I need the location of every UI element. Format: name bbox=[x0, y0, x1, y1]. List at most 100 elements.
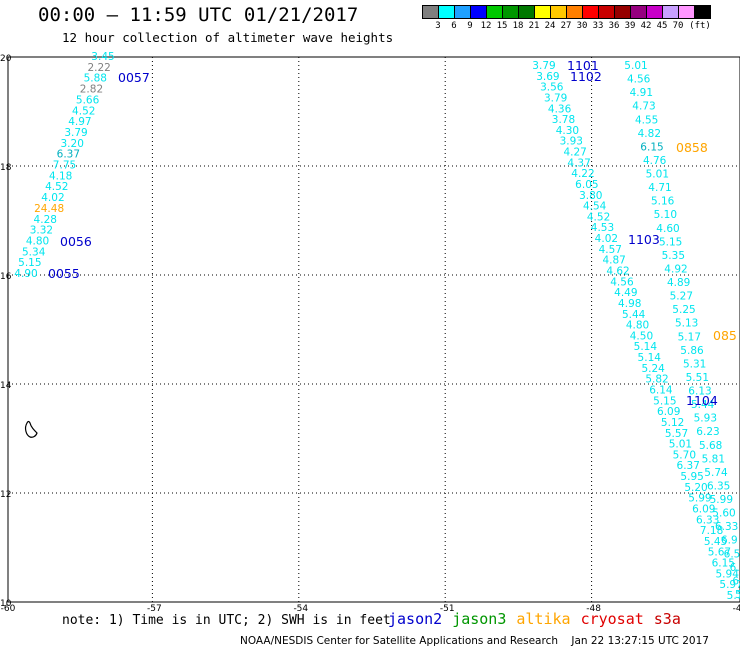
pass-id-label: 1103 bbox=[628, 232, 660, 247]
wave-height-label: 4.27 bbox=[563, 147, 586, 159]
wave-height-label: 2.22 bbox=[87, 62, 110, 74]
wave-height-label: 6.33 bbox=[715, 521, 738, 533]
legend-label: 36 bbox=[608, 21, 620, 31]
color-legend: 3 6 9 12 15 18 21 24 27 30 33 36 39 42 45 70 (ft) bbox=[422, 5, 711, 33]
satellite-key: jason2 jason3 altika cryosat s3a bbox=[388, 610, 691, 628]
wave-height-label: 6.15 bbox=[712, 558, 735, 570]
lat-tick-label: 20 bbox=[0, 54, 12, 64]
legend-label: 12 bbox=[480, 21, 492, 31]
wave-height-label: 4.56 bbox=[610, 276, 634, 288]
wave-height-label: 5.68 bbox=[699, 440, 722, 452]
wave-height-label: 3.93 bbox=[560, 136, 583, 148]
wave-height-label: 4.80 bbox=[26, 235, 49, 247]
wave-height-label: 4.28 bbox=[34, 214, 57, 226]
wave-height-label: 5.57 bbox=[665, 428, 688, 440]
pass-id-label: 1102 bbox=[570, 69, 602, 84]
wave-height-label: 4.76 bbox=[643, 155, 667, 167]
wave-height-label: 6. bbox=[732, 575, 740, 587]
wave-height-label: 5.15 bbox=[18, 257, 41, 269]
wave-height-label: 5.70 bbox=[673, 449, 696, 461]
wave-height-label: 5.81 bbox=[702, 453, 725, 465]
wave-height-label: 4.37 bbox=[567, 157, 590, 169]
wave-height-label: 7.75 bbox=[53, 160, 76, 172]
lat-tick-label: 16 bbox=[0, 272, 12, 282]
wave-height-label: 4.71 bbox=[648, 182, 671, 194]
legend-label: 39 bbox=[624, 21, 636, 31]
wave-height-label: 5.25 bbox=[672, 304, 695, 316]
wave-height-label: 5.01 bbox=[669, 439, 692, 451]
lat-tick-label: 10 bbox=[0, 599, 12, 609]
wave-height-label: 4.49 bbox=[614, 287, 637, 299]
map-frame bbox=[7, 56, 740, 603]
footer-credit: NOAA/NESDIS Center for Satellite Applica… bbox=[240, 635, 709, 647]
wave-height-label: 5.44 bbox=[622, 309, 646, 321]
pass-id-label: 1101 bbox=[567, 58, 599, 73]
wave-height-label: 6.9 bbox=[721, 535, 738, 547]
wave-height-label: 5.95 bbox=[680, 471, 703, 483]
wave-height-label: 4.91 bbox=[630, 87, 653, 99]
wave-height-label: 5.93 bbox=[694, 413, 717, 425]
lon-tick-label: -48 bbox=[586, 604, 601, 614]
note-text: note: 1) Time is in UTC; 2) SWH is in fe… bbox=[62, 613, 391, 628]
wave-height-label: 5.51 bbox=[686, 372, 709, 384]
wave-height-label: 3.69 bbox=[536, 71, 559, 83]
map-subtitle: 12 hour collection of altimeter wave hei… bbox=[62, 30, 394, 45]
wave-height-label: 5.99 bbox=[688, 493, 711, 505]
wave-height-label: 5.10 bbox=[654, 209, 677, 221]
pass-id-label: 0056 bbox=[60, 234, 92, 249]
wave-height-label: 5.99 bbox=[710, 494, 733, 506]
lat-tick-label: 12 bbox=[0, 490, 11, 500]
wave-height-label: 5.17 bbox=[678, 331, 701, 343]
lon-tick-label: -45 bbox=[733, 604, 740, 614]
wave-height-label: 6.15 bbox=[640, 141, 663, 153]
satellite-jason2: jason2 bbox=[388, 610, 443, 628]
legend-label: 15 bbox=[496, 21, 508, 31]
lon-tick-label: -57 bbox=[147, 604, 162, 614]
map-title: 00:00 – 11:59 UTC 01/21/2017 bbox=[38, 4, 359, 26]
wave-height-label: 5.12 bbox=[661, 417, 684, 429]
wave-height-label: 3.78 bbox=[552, 114, 575, 126]
legend-label: 70 bbox=[672, 21, 684, 31]
wave-height-label: 4.98 bbox=[618, 298, 641, 310]
wave-height-label: 3.80 bbox=[579, 190, 602, 202]
wave-height-label: 4.52 bbox=[587, 211, 610, 223]
pass-id-label: 0858 bbox=[676, 140, 708, 155]
satellite-s3a: s3a bbox=[653, 610, 681, 628]
wave-height-label: 3.79 bbox=[532, 60, 555, 72]
wave-height-label: 5.16 bbox=[651, 196, 675, 208]
lon-tick-label: -60 bbox=[1, 604, 16, 614]
lat-tick-label: 14 bbox=[0, 381, 12, 391]
wave-height-label: 4.50 bbox=[630, 330, 653, 342]
wave-height-label: 6.5 bbox=[724, 548, 740, 560]
wave-height-label: 4.82 bbox=[638, 128, 661, 140]
wave-height-label: 5.24 bbox=[641, 363, 665, 375]
wave-height-label: 4.54 bbox=[583, 201, 607, 213]
island-outline bbox=[24, 420, 38, 438]
wave-height-label: 5.82 bbox=[645, 374, 668, 386]
wave-height-label: 3.20 bbox=[61, 138, 84, 150]
wave-height-label: 4.62 bbox=[606, 266, 629, 278]
wave-height-label: 24.48 bbox=[34, 203, 64, 215]
wave-height-label: 6.23 bbox=[696, 426, 719, 438]
lat-tick-label: 18 bbox=[0, 163, 12, 173]
wave-height-label: 5.35 bbox=[662, 250, 685, 262]
pass-id-label: 085 bbox=[713, 328, 737, 343]
wave-height-label: 6.09 bbox=[657, 406, 680, 418]
wave-height-label: 6. bbox=[730, 562, 740, 574]
wave-height-label: 5.66 bbox=[76, 94, 100, 106]
legend-labels: 3 6 9 12 15 18 21 24 27 30 33 36 39 42 45 70 (ft) bbox=[422, 19, 711, 33]
wave-height-label: 5.88 bbox=[84, 73, 107, 85]
wave-height-label: 4.80 bbox=[626, 320, 649, 332]
wave-height-label: 5.01 bbox=[624, 60, 647, 72]
wave-height-label: 4.22 bbox=[571, 168, 594, 180]
wave-height-label: 4.60 bbox=[656, 223, 679, 235]
wave-height-label: 3.79 bbox=[544, 92, 567, 104]
wave-height-label: 4.53 bbox=[591, 222, 614, 234]
wave-height-label: 4.02 bbox=[595, 233, 618, 245]
legend-label: 24 bbox=[544, 21, 556, 31]
wave-height-label: 5.13 bbox=[675, 318, 698, 330]
legend-label: 9 bbox=[467, 21, 473, 31]
wave-height-label: 4.97 bbox=[68, 116, 91, 128]
wave-height-label: 5.15 bbox=[653, 395, 676, 407]
